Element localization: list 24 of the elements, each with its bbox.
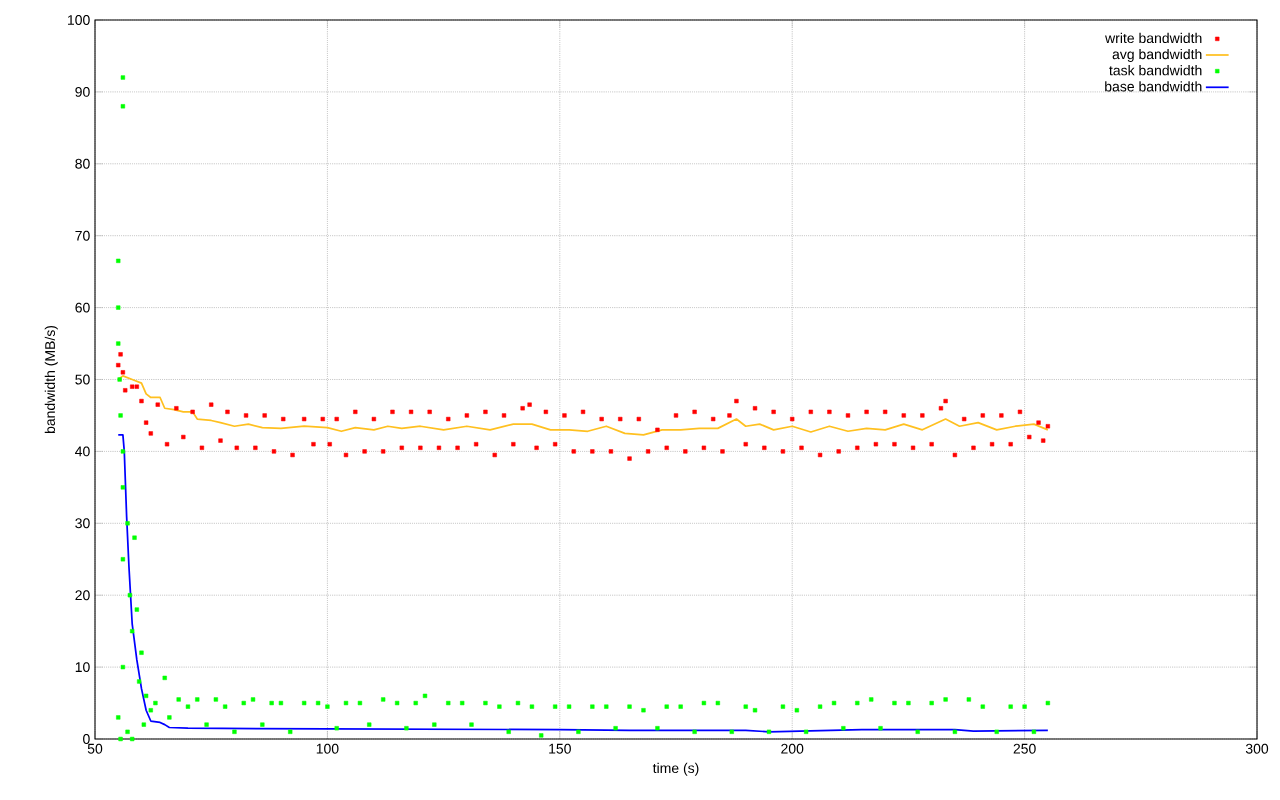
y-tick-label: 0 [83, 734, 90, 744]
y-tick-label: 50 [75, 374, 90, 385]
y-tick-label: 10 [75, 662, 90, 673]
y-tick-label: 40 [75, 446, 90, 457]
y-tick-label: 70 [75, 230, 90, 241]
x-tick-label: 50 [87, 743, 103, 754]
y-tick-label: 20 [75, 590, 90, 601]
x-tick-label: 100 [316, 743, 339, 754]
y-tick-label: 90 [75, 86, 90, 97]
y-tick-label: 30 [75, 518, 90, 529]
y-axis-title: bandwidth (MB/s) [44, 325, 58, 434]
legend-label: write bandwidth [1105, 32, 1202, 44]
y-tick-label: 80 [75, 158, 90, 169]
y-tick-label: 100 [68, 15, 90, 25]
y-tick-label: 60 [75, 302, 90, 313]
x-tick-label: 250 [1013, 743, 1036, 754]
x-tick-label: 300 [1245, 743, 1269, 754]
legend-label: base bandwidth [1105, 81, 1202, 92]
x-axis-title: time (s) [652, 762, 699, 776]
x-tick-label: 200 [781, 743, 804, 754]
legend-label: task bandwidth [1109, 65, 1202, 76]
line-series [117, 433, 1049, 733]
x-tick-label: 150 [549, 743, 571, 754]
legend-label: avg bandwidth [1112, 48, 1202, 62]
